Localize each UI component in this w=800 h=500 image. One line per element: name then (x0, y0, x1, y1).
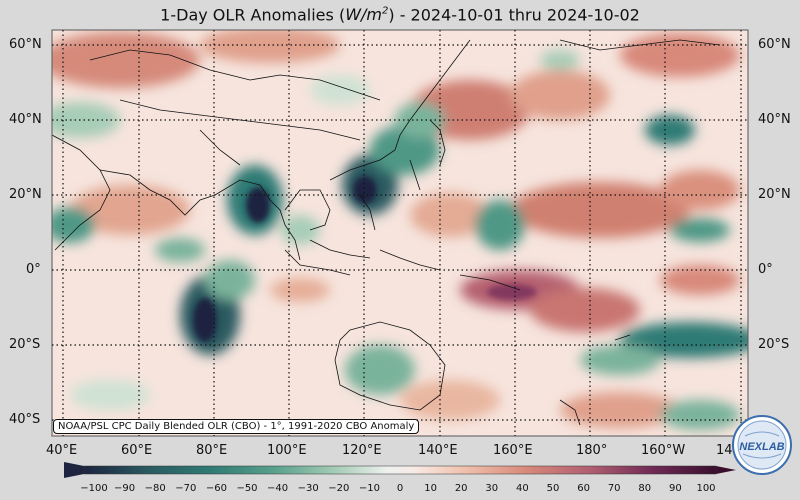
lat-label-left: 20°S (9, 337, 41, 352)
colorbar-tick-label: 50 (546, 483, 560, 494)
coastlines (52, 39, 721, 426)
lon-label: 80°E (196, 443, 228, 458)
colorbar-tick-label: −60 (205, 483, 227, 494)
lat-label-right: 0° (758, 262, 773, 277)
lon-label: 180° (576, 443, 608, 458)
logo-text: NEXLAB (739, 441, 784, 453)
lon-label: 140°W (716, 443, 736, 458)
colorbar-tick-label: −40 (267, 483, 289, 494)
colorbar-tick-label: 0 (396, 483, 404, 494)
lat-label-left: 40°S (9, 412, 41, 427)
lon-label: 120°E (342, 443, 382, 458)
colorbar-tick-label: 70 (607, 483, 621, 494)
map-frame (51, 29, 749, 437)
colorbar-tick-label: 90 (669, 483, 682, 494)
colorbar-tick-label: 60 (577, 483, 590, 494)
colorbar-tick-label: 30 (485, 483, 499, 494)
colorbar-tick-label: −80 (144, 483, 166, 494)
colorbar-tick-label: −100 (80, 483, 108, 494)
colorbar-tick-label: 10 (424, 483, 437, 494)
colorbar-tick-label: −50 (236, 483, 258, 494)
anomaly-field (52, 30, 748, 436)
data-source-note: NOAA/PSL CPC Daily Blended OLR (CBO) - 1… (53, 419, 420, 434)
colorbar-tick-label: −20 (328, 483, 350, 494)
colorbar-tick-label: 100 (696, 483, 716, 494)
lon-label: 40°E (46, 443, 78, 458)
colorbar-tick-label: 20 (454, 483, 468, 494)
colorbar (64, 462, 736, 478)
lat-label-right: 20°N (758, 187, 791, 202)
lon-label: 160°E (493, 443, 533, 458)
lat-label-left: 0° (26, 262, 41, 277)
colorbar-tick-label: 80 (638, 483, 652, 494)
colorbar-tick-label: −90 (114, 483, 136, 494)
lat-label-left: 40°N (9, 112, 42, 127)
nexlab-logo: NEXLAB (732, 415, 792, 475)
colorbar-tick-label: −70 (175, 483, 197, 494)
colorbar-tick-label: 40 (516, 483, 529, 494)
lat-label-left: 20°N (9, 187, 42, 202)
lat-label-left: 60°N (9, 37, 42, 52)
colorbar-tick-label: −10 (358, 483, 380, 494)
lat-label-right: 20°S (758, 337, 790, 352)
lon-label: 160°W (641, 443, 686, 458)
colorbar-high-extend (716, 466, 736, 474)
lon-label: 100°E (267, 443, 307, 458)
lat-label-right: 60°N (758, 37, 791, 52)
lon-label: 60°E (121, 443, 153, 458)
colorbar-scale (84, 466, 716, 474)
lat-label-right: 40°N (758, 112, 791, 127)
lon-label: 140°E (418, 443, 458, 458)
colorbar-low-extend (64, 462, 84, 478)
colorbar-tick-label: −30 (297, 483, 319, 494)
map-title: 1-Day OLR Anomalies (W/m2) - 2024-10-01 … (160, 5, 640, 25)
